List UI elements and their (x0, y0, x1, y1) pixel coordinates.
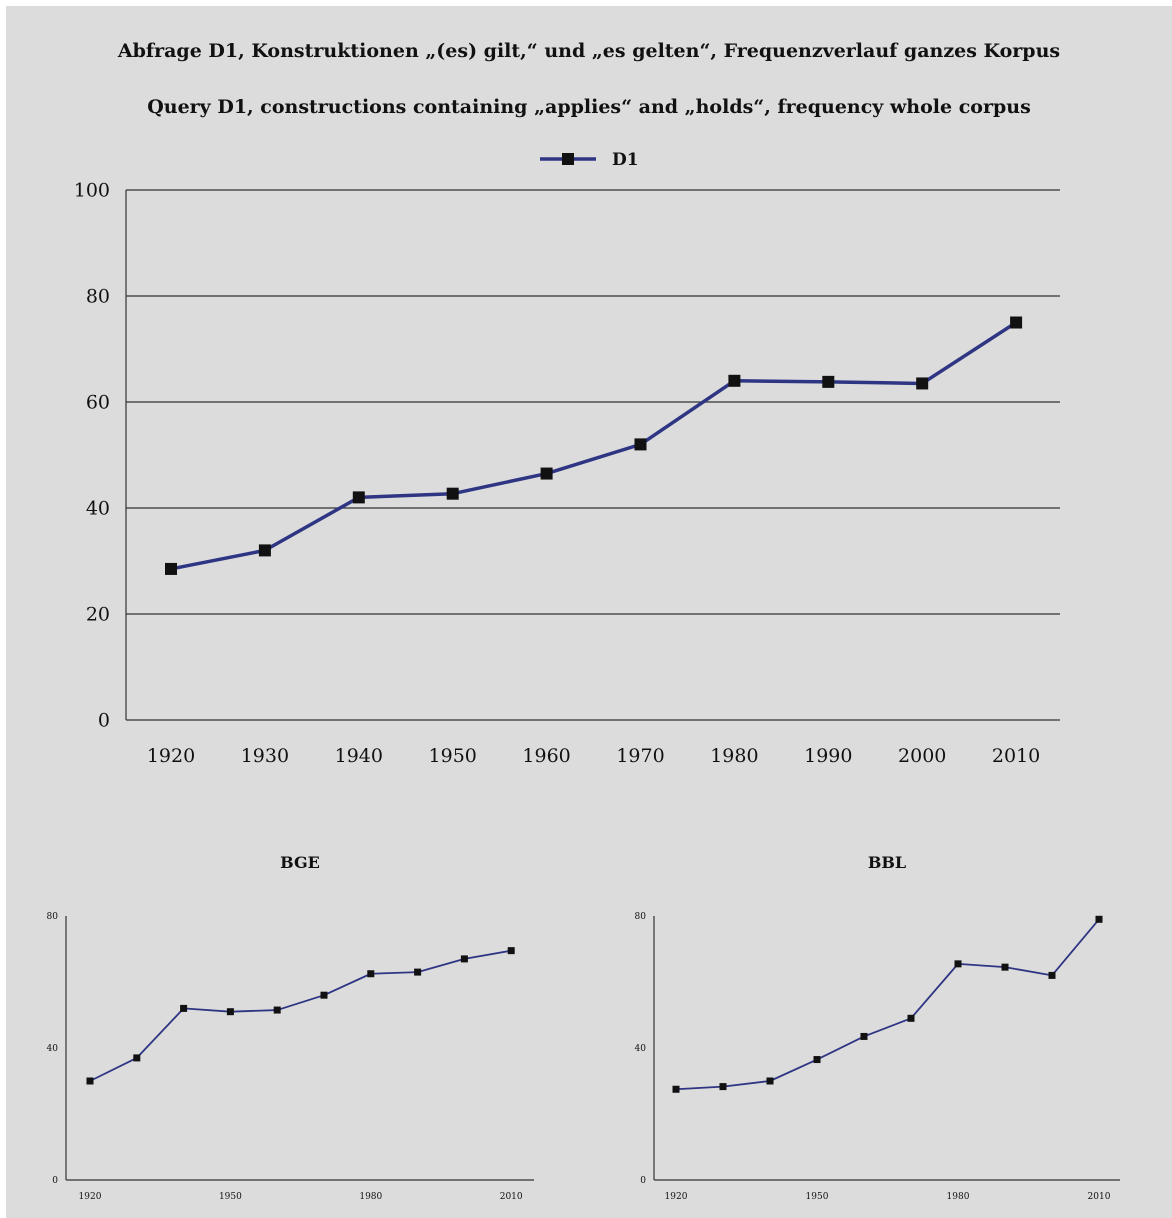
chart1-x-tick-2010: 2010 (992, 745, 1040, 767)
chart1-x-tick-1990: 1990 (804, 745, 852, 767)
chart1-x-tick-1920: 1920 (147, 745, 195, 767)
chart1-y-tick-40: 40 (86, 498, 110, 520)
chart1-legend-label: D1 (612, 150, 639, 170)
chart1-point-1960 (540, 467, 553, 480)
chart2-point-2010 (507, 947, 515, 955)
chart3-x-tick-1980: 1980 (947, 1192, 970, 1202)
chart2-x-tick-2010: 2010 (500, 1192, 523, 1202)
chart2-y-tick-80: 80 (47, 912, 59, 922)
chart3-point-2000 (1048, 971, 1056, 979)
chart3-x-tick-1920: 1920 (665, 1192, 688, 1202)
chart1-x-tick-1980: 1980 (710, 745, 758, 767)
chart2-x-tick-1950: 1950 (219, 1192, 242, 1202)
chart3-point-1980 (954, 960, 962, 968)
chart3-point-1990 (1001, 963, 1009, 971)
chart3-series-line (675, 918, 1100, 1091)
chart1-y-tick-20: 20 (86, 604, 110, 626)
chart1-x-tick-2000: 2000 (898, 745, 946, 767)
chart3-title: BBL (868, 853, 906, 872)
chart1-y-tick-0: 0 (98, 710, 110, 732)
chart1-point-1940 (352, 491, 365, 504)
chart1-point-1920 (165, 562, 177, 575)
chart3-y-tick-0: 0 (640, 1176, 646, 1186)
chart3-point-1930 (719, 1083, 727, 1091)
chart1-point-1970 (634, 438, 647, 451)
chart2-y-tick-0: 0 (52, 1176, 58, 1186)
chart2-point-1970 (320, 991, 328, 999)
figure-canvas: Abfrage D1, Konstruktionen „(es) gilt,“ … (6, 6, 1172, 1218)
figure-title-german: Abfrage D1, Konstruktionen „(es) gilt,“ … (117, 40, 1061, 62)
chart2-x-tick-1920: 1920 (79, 1192, 102, 1202)
chart2-point-1930 (133, 1054, 141, 1062)
chart2-title: BGE (280, 853, 320, 872)
chart1-x-tick-1960: 1960 (522, 745, 570, 767)
chart1-series-line (170, 321, 1018, 571)
chart2-point-2000 (460, 955, 468, 963)
chart2-x-tick-1980: 1980 (359, 1192, 382, 1202)
chart1-y-tick-100: 100 (74, 180, 110, 202)
chart1-x-tick-1940: 1940 (335, 745, 383, 767)
chart2-series-line (89, 949, 512, 1082)
chart1-point-1980 (728, 374, 741, 387)
chart2-point-1980 (367, 970, 375, 978)
chart1-x-tick-1930: 1930 (241, 745, 289, 767)
chart1-y-tick-80: 80 (86, 286, 110, 308)
chart3-point-1960 (860, 1032, 868, 1040)
chart1-y-tick-60: 60 (86, 392, 110, 414)
chart2-point-1940 (180, 1004, 188, 1012)
charts-svg: 0 20 40 60 80 100 1920 1930 1940 1950 1960 1970 1980… (47, 150, 1120, 1202)
chart1-x-tick-1950: 1950 (429, 745, 477, 767)
chart1-point-1990 (822, 375, 835, 388)
chart3-x-tick-2010: 2010 (1088, 1192, 1111, 1202)
chart3-x-tick-1950: 1950 (806, 1192, 829, 1202)
chart3-point-1940 (766, 1077, 774, 1085)
chart1-point-2010 (1010, 316, 1023, 329)
chart2-point-1920 (86, 1077, 94, 1085)
chart1-legend-marker (562, 153, 574, 165)
chart3-point-2010 (1095, 915, 1103, 923)
chart3-y-tick-40: 40 (635, 1044, 647, 1054)
chart3-point-1920 (672, 1085, 680, 1093)
chart2-y-tick-40: 40 (47, 1044, 59, 1054)
chart2-point-1960 (273, 1006, 281, 1014)
chart2-point-1950 (226, 1008, 234, 1016)
chart1-point-1930 (258, 544, 271, 557)
chart1-point-2000 (916, 377, 929, 390)
chart1-point-1950 (446, 487, 459, 500)
chart3-point-1950 (813, 1056, 821, 1064)
chart3-point-1970 (907, 1014, 915, 1022)
figure-title-english: Query D1, constructions containing „appl… (147, 96, 1031, 118)
chart1-x-tick-1970: 1970 (616, 745, 664, 767)
chart3-y-tick-80: 80 (635, 912, 647, 922)
chart2-point-1990 (414, 968, 422, 976)
